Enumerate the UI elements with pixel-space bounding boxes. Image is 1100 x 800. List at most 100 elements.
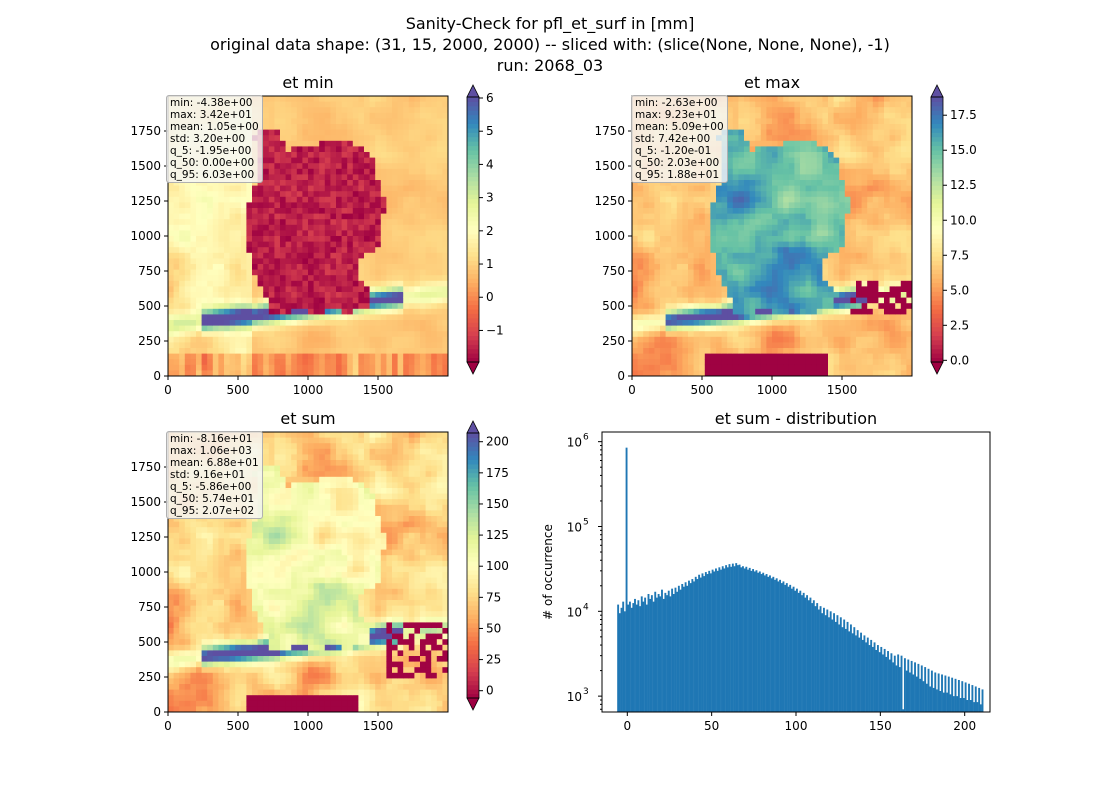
heatmap-cell (414, 314, 421, 321)
heatmap-cell (380, 219, 387, 226)
heatmap-cell (844, 292, 851, 298)
heatmap-cell (839, 101, 846, 108)
heatmap-cell (252, 325, 258, 332)
heatmap-cell (218, 213, 225, 220)
heatmap-cell (240, 336, 247, 343)
heatmap-cell (716, 297, 722, 304)
heatmap-cell (218, 208, 225, 214)
heatmap-cell (425, 236, 432, 242)
heatmap-cell (816, 236, 823, 242)
heatmap-cell (710, 314, 717, 321)
heatmap-cell (632, 280, 638, 287)
heatmap-cell (291, 107, 298, 114)
heatmap-cell (732, 180, 739, 186)
heatmap-cell (839, 180, 846, 186)
heatmap-cell (800, 157, 806, 164)
heatmap-cell (274, 280, 281, 287)
heatmap-cell (196, 325, 202, 332)
heatmap-cell (207, 252, 214, 259)
heatmap-cell (699, 185, 706, 192)
heatmap-cell (805, 213, 812, 220)
heatmap-cell (861, 252, 868, 259)
heatmap-cell (302, 174, 309, 181)
heatmap-cell (828, 174, 834, 181)
heatmap-cell (229, 297, 236, 304)
heatmap-cell (257, 275, 264, 282)
heatmap-cell (856, 258, 862, 265)
heatmap-cell (637, 224, 644, 231)
heatmap-cell (839, 370, 846, 377)
heatmap-cell (800, 280, 806, 287)
heatmap-cell (201, 280, 208, 287)
heatmap-cell (693, 331, 700, 338)
heatmap-cell (369, 191, 376, 198)
heatmap-cell (330, 152, 337, 158)
heatmap-cell (693, 196, 700, 203)
heatmap-cell (699, 241, 706, 248)
heatmap-cell (772, 157, 778, 164)
heatmap-cell (168, 241, 174, 248)
heatmap-cell (811, 224, 818, 231)
heatmap-cell (168, 247, 174, 254)
heatmap-cell (296, 180, 303, 186)
heatmap-cell (201, 269, 208, 276)
heatmap-cell (414, 118, 421, 125)
heatmap-cell (168, 331, 174, 338)
heatmap-cell (772, 168, 778, 175)
heatmap-cell (313, 163, 320, 170)
heatmap-cell (895, 118, 902, 125)
heatmap-cell (727, 230, 734, 237)
heatmap-cell (839, 364, 846, 371)
heatmap-cell (833, 252, 840, 259)
heatmap-cell (352, 112, 359, 119)
heatmap-cell (861, 230, 868, 237)
heatmap-cell (442, 202, 449, 209)
heatmap-cell (800, 202, 806, 209)
heatmap-cell (822, 308, 829, 315)
heatmap-cell (291, 286, 298, 293)
heatmap-cell (783, 163, 790, 170)
heatmap-cell (240, 180, 247, 186)
heatmap-cell (766, 336, 773, 343)
heatmap-cell (442, 314, 449, 321)
heatmap-cell (688, 202, 694, 209)
heatmap-cell (738, 224, 745, 231)
heatmap-cell (442, 191, 449, 198)
heatmap-cell (744, 213, 750, 220)
heatmap-cell (716, 224, 722, 231)
heatmap-cell (224, 314, 230, 321)
heatmap-cell (184, 269, 191, 276)
heatmap-cell (296, 258, 303, 265)
heatmap-cell (420, 101, 426, 108)
heatmap-cell (878, 112, 885, 119)
heatmap-cell (280, 168, 286, 175)
heatmap-cell (800, 230, 806, 237)
heatmap-cell (856, 180, 862, 186)
heatmap-cell (291, 96, 298, 102)
heatmap-cell (844, 258, 851, 265)
heatmap-cell (749, 118, 756, 125)
heatmap-cell (822, 96, 829, 102)
heatmap-cell (816, 224, 823, 231)
heatmap-cell (800, 152, 806, 158)
heatmap-cell (425, 308, 432, 315)
heatmap-cell (184, 252, 191, 259)
heatmap-cell (392, 140, 398, 147)
heatmap-cell (660, 336, 666, 343)
heatmap-cell (280, 353, 286, 360)
heatmap-cell (755, 168, 762, 175)
heatmap-cell (240, 353, 247, 360)
heatmap-cell (783, 185, 790, 192)
heatmap-cell (822, 107, 829, 114)
heatmap-cell (364, 208, 370, 214)
heatmap-cell (442, 252, 449, 259)
heatmap-cell (235, 353, 242, 360)
heatmap-cell (732, 107, 739, 114)
heatmap-cell (744, 107, 750, 114)
heatmap-cell (688, 269, 694, 276)
heatmap-cell (308, 224, 314, 231)
heatmap-cell (212, 252, 219, 259)
heatmap-cell (336, 224, 342, 231)
heatmap-cell (358, 191, 365, 198)
heatmap-cell (179, 258, 186, 265)
